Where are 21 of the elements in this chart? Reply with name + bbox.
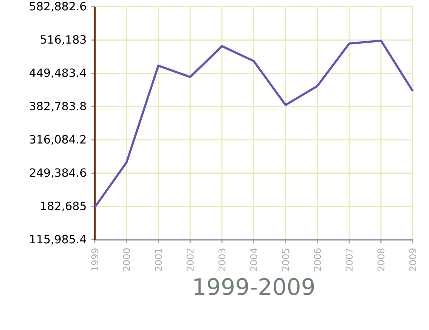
x-tick-label: 2001: [155, 248, 162, 272]
y-tick-label: 382,783.8: [30, 102, 86, 112]
x-tick-label: 2003: [218, 248, 226, 272]
y-tick-label: 516,183: [40, 35, 86, 46]
x-tick-label: 2005: [282, 248, 290, 272]
y-tick-label: 316,084.2: [30, 135, 86, 146]
x-tick-label: 1999: [91, 248, 99, 271]
x-axis-title: 1999-2009: [194, 278, 314, 296]
y-tick-label: 182,685: [41, 202, 86, 212]
x-tick-label: 2004: [250, 248, 258, 272]
x-tick-label: 2009: [409, 248, 417, 272]
y-tick-label: 582,882.6: [30, 2, 86, 12]
line-series: [94, 40, 414, 209]
x-tick-label: 2007: [346, 248, 353, 272]
y-tick-label: 115,985.4: [30, 235, 86, 245]
x-tick-label: 2006: [314, 248, 322, 272]
x-tick-label: 2002: [186, 248, 194, 272]
y-tick-label: 249,384.6: [30, 168, 86, 178]
x-tick-label: 2008: [378, 248, 385, 272]
x-tick-label: 2000: [123, 248, 130, 272]
y-tick-label: 449,483.4: [30, 68, 86, 78]
